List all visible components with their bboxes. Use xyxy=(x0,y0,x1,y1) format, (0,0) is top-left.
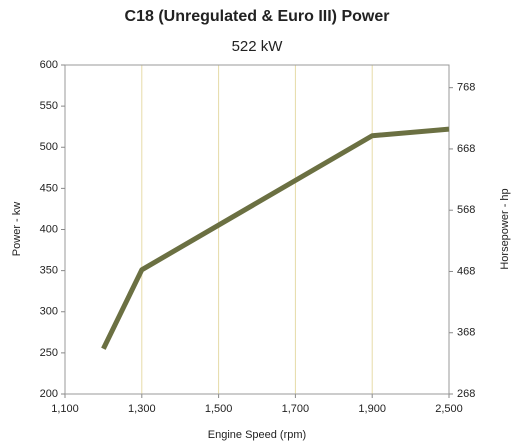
y-tick-label: 550 xyxy=(40,100,58,112)
y-tick-label: 500 xyxy=(40,141,58,153)
chart-title: C18 (Unregulated & Euro III) Power xyxy=(125,8,390,25)
x-tick-label: 1,300 xyxy=(128,403,156,415)
x-tick-label: 1,900 xyxy=(358,403,386,415)
y-tick-label: 450 xyxy=(40,182,58,194)
x-axis-label: Engine Speed (rpm) xyxy=(208,429,306,441)
x-tick-label: 1,100 xyxy=(51,403,79,415)
chart-subtitle: 522 kW xyxy=(232,38,284,55)
x-tick-label: 1,700 xyxy=(282,403,310,415)
plot-frame xyxy=(64,64,450,395)
x-tick-label: 1,500 xyxy=(205,403,233,415)
y2-tick-label: 668 xyxy=(457,143,475,155)
y2-tick-label: 268 xyxy=(457,388,475,400)
y-tick-label: 400 xyxy=(40,223,58,235)
y-tick-label: 350 xyxy=(40,265,58,277)
x-tick-label: 2,500 xyxy=(435,403,463,415)
y-tick-label: 200 xyxy=(40,388,58,400)
y-tick-label: 600 xyxy=(40,59,58,71)
y-tick-label: 300 xyxy=(40,306,58,318)
data-line xyxy=(101,126,450,350)
y2-tick-label: 468 xyxy=(457,265,475,277)
y2-axis-label: Horsepower - hp xyxy=(499,188,511,269)
y2-tick-label: 568 xyxy=(457,204,475,216)
y2-tick-label: 368 xyxy=(457,327,475,339)
y-tick-label: 250 xyxy=(40,347,58,359)
y-axis-label: Power - kw xyxy=(11,202,23,256)
y2-tick-label: 768 xyxy=(457,82,475,94)
